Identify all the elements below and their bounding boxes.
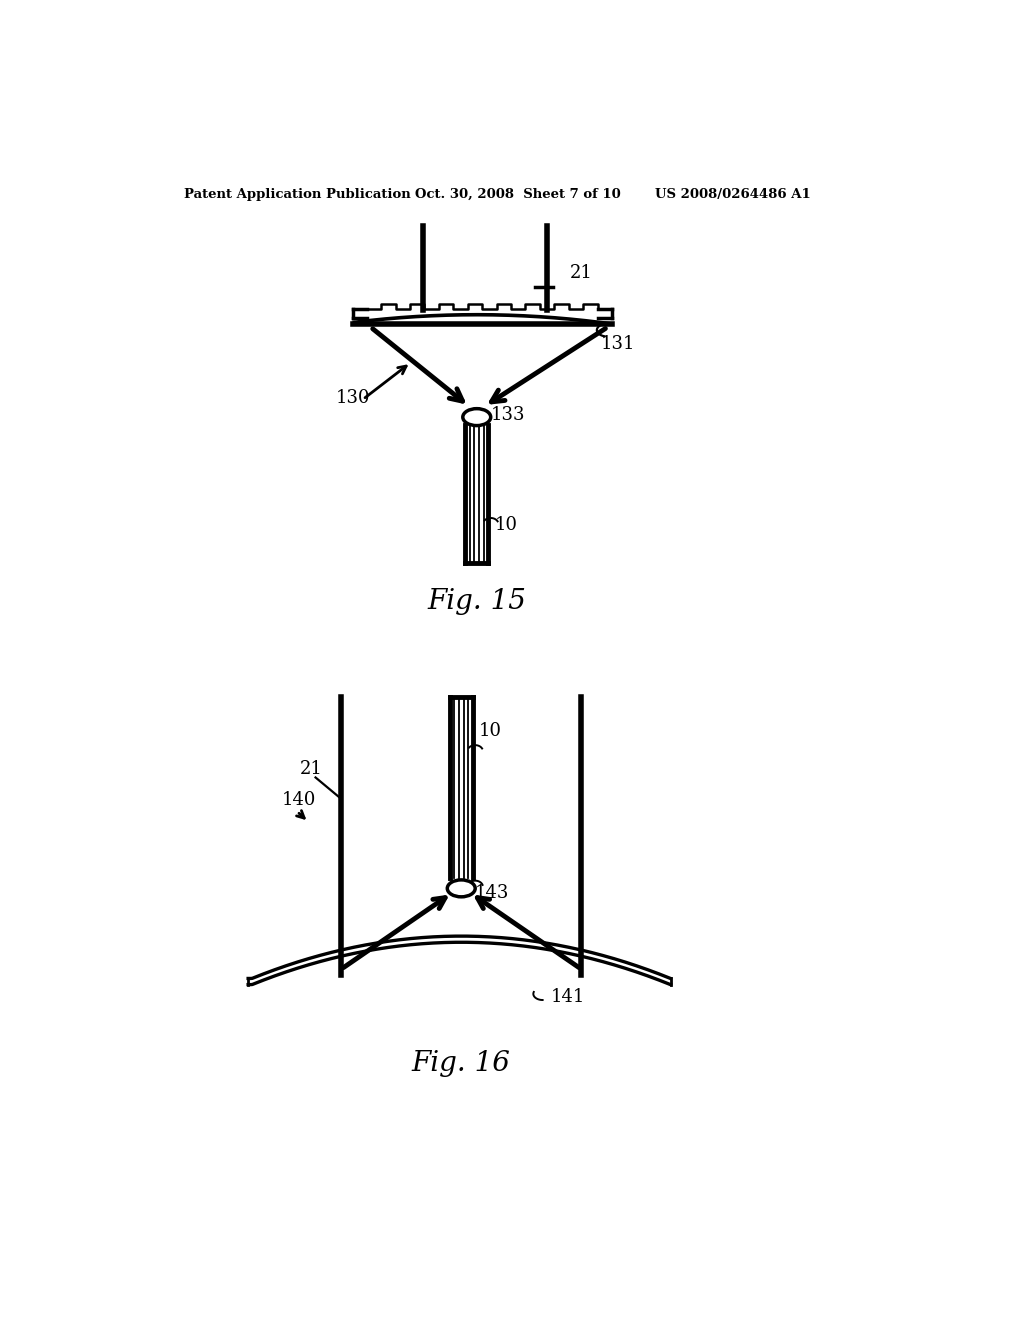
Text: US 2008/0264486 A1: US 2008/0264486 A1 xyxy=(655,187,811,201)
Text: 143: 143 xyxy=(475,883,510,902)
Text: 10: 10 xyxy=(495,516,517,535)
Text: 10: 10 xyxy=(478,722,502,741)
Text: 133: 133 xyxy=(490,407,525,424)
Text: 131: 131 xyxy=(601,335,635,354)
Text: Patent Application Publication: Patent Application Publication xyxy=(183,187,411,201)
Ellipse shape xyxy=(463,409,490,425)
Text: 140: 140 xyxy=(282,791,315,809)
Ellipse shape xyxy=(447,880,475,896)
Text: Oct. 30, 2008  Sheet 7 of 10: Oct. 30, 2008 Sheet 7 of 10 xyxy=(415,187,621,201)
Text: Fig. 16: Fig. 16 xyxy=(412,1049,511,1077)
Text: 130: 130 xyxy=(336,389,371,408)
Text: 21: 21 xyxy=(300,760,323,779)
Text: 21: 21 xyxy=(569,264,593,281)
Text: Fig. 15: Fig. 15 xyxy=(427,587,526,615)
Text: 141: 141 xyxy=(550,987,585,1006)
